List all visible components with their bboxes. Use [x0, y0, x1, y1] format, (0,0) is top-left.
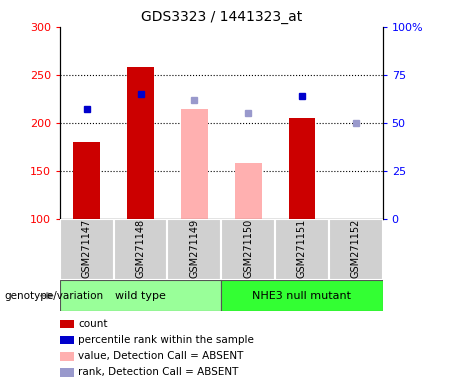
Text: count: count	[78, 319, 108, 329]
Bar	[221, 219, 275, 280]
Text: percentile rank within the sample: percentile rank within the sample	[78, 335, 254, 345]
Bar	[60, 280, 221, 311]
Bar	[289, 118, 315, 219]
Bar	[167, 219, 221, 280]
Text: rank, Detection Call = ABSENT: rank, Detection Call = ABSENT	[78, 367, 239, 377]
Text: NHE3 null mutant: NHE3 null mutant	[253, 291, 351, 301]
Bar	[73, 142, 100, 219]
Text: value, Detection Call = ABSENT: value, Detection Call = ABSENT	[78, 351, 244, 361]
Bar	[60, 219, 114, 280]
Bar	[181, 109, 208, 219]
Bar	[114, 219, 167, 280]
Text: GSM271152: GSM271152	[351, 218, 361, 278]
Text: wild type: wild type	[115, 291, 166, 301]
Title: GDS3323 / 1441323_at: GDS3323 / 1441323_at	[141, 10, 302, 25]
Text: GSM271151: GSM271151	[297, 219, 307, 278]
Text: GSM271149: GSM271149	[189, 219, 200, 278]
Text: genotype/variation: genotype/variation	[5, 291, 104, 301]
Bar	[275, 219, 329, 280]
Bar	[235, 163, 261, 219]
Bar	[221, 280, 383, 311]
Bar	[329, 219, 383, 280]
Text: GSM271150: GSM271150	[243, 219, 253, 278]
Text: GSM271147: GSM271147	[82, 219, 92, 278]
Text: GSM271148: GSM271148	[136, 219, 146, 278]
Bar	[127, 67, 154, 219]
